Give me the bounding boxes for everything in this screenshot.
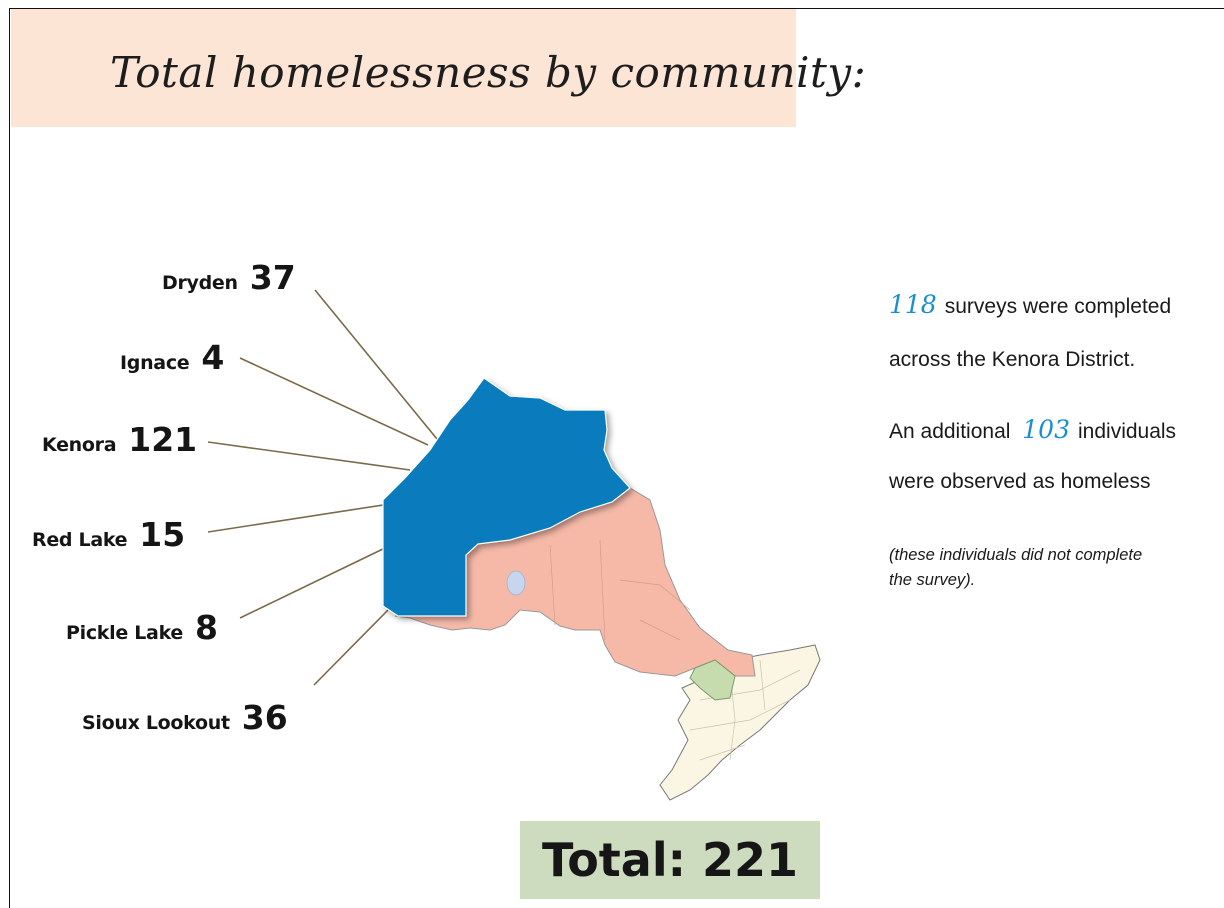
additional-prefix: An additional <box>889 420 1011 443</box>
label-pickle-lake: Pickle Lake 8 <box>66 608 218 647</box>
additional-suffix: individuals <box>1078 420 1177 443</box>
district-line: across the Kenora District. <box>889 348 1136 371</box>
additional-count: 103 <box>1022 415 1070 444</box>
leader-line-kenora <box>207 441 411 471</box>
community-name: Red Lake <box>32 529 128 551</box>
label-sioux-lookout: Sioux Lookout 36 <box>82 698 288 737</box>
note-line: the survey). <box>889 571 976 589</box>
note-line: (these individuals did not complete <box>889 546 1143 564</box>
community-name: Sioux Lookout <box>82 712 230 734</box>
community-name: Dryden <box>162 272 238 294</box>
northern-ontario-region <box>394 487 756 677</box>
surveys-count: 118 <box>889 290 937 319</box>
label-red-lake: Red Lake 15 <box>32 515 185 554</box>
kenora-district-region <box>382 377 631 617</box>
leader-line-pickle-lake <box>239 547 386 619</box>
community-name: Kenora <box>42 434 117 456</box>
title-banner <box>11 9 796 127</box>
leader-line-red-lake <box>207 504 384 533</box>
page-frame <box>9 8 1224 908</box>
surveys-text: surveys were completed <box>944 295 1172 318</box>
leader-line-sioux-lookout <box>313 609 389 686</box>
lake-nipigon <box>506 570 526 596</box>
community-name: Ignace <box>120 352 190 374</box>
community-count: 15 <box>139 515 186 554</box>
community-name: Pickle Lake <box>66 622 183 644</box>
page-title: Total homelessness by community: <box>110 48 867 97</box>
label-kenora: Kenora 121 <box>42 420 197 459</box>
label-ignace: Ignace 4 <box>120 338 224 377</box>
total-box: Total: 221 <box>520 821 820 899</box>
community-count: 36 <box>241 698 288 737</box>
highlight-region <box>689 659 736 701</box>
label-dryden: Dryden 37 <box>162 258 296 297</box>
leader-line-ignace <box>239 357 429 446</box>
observed-line: were observed as homeless <box>889 470 1151 493</box>
community-count: 37 <box>249 258 296 297</box>
leader-line-dryden <box>314 289 447 451</box>
northern-district-lines <box>549 539 691 641</box>
community-count: 8 <box>195 608 218 647</box>
surveys-line: 118 surveys were completed <box>889 290 1171 319</box>
survey-note: (these individuals did not complete the … <box>889 540 1142 590</box>
additional-line: An additional 103 individuals <box>889 415 1176 444</box>
total-label: Total: 221 <box>541 833 799 887</box>
community-count: 121 <box>128 420 198 459</box>
community-count: 4 <box>201 338 225 377</box>
